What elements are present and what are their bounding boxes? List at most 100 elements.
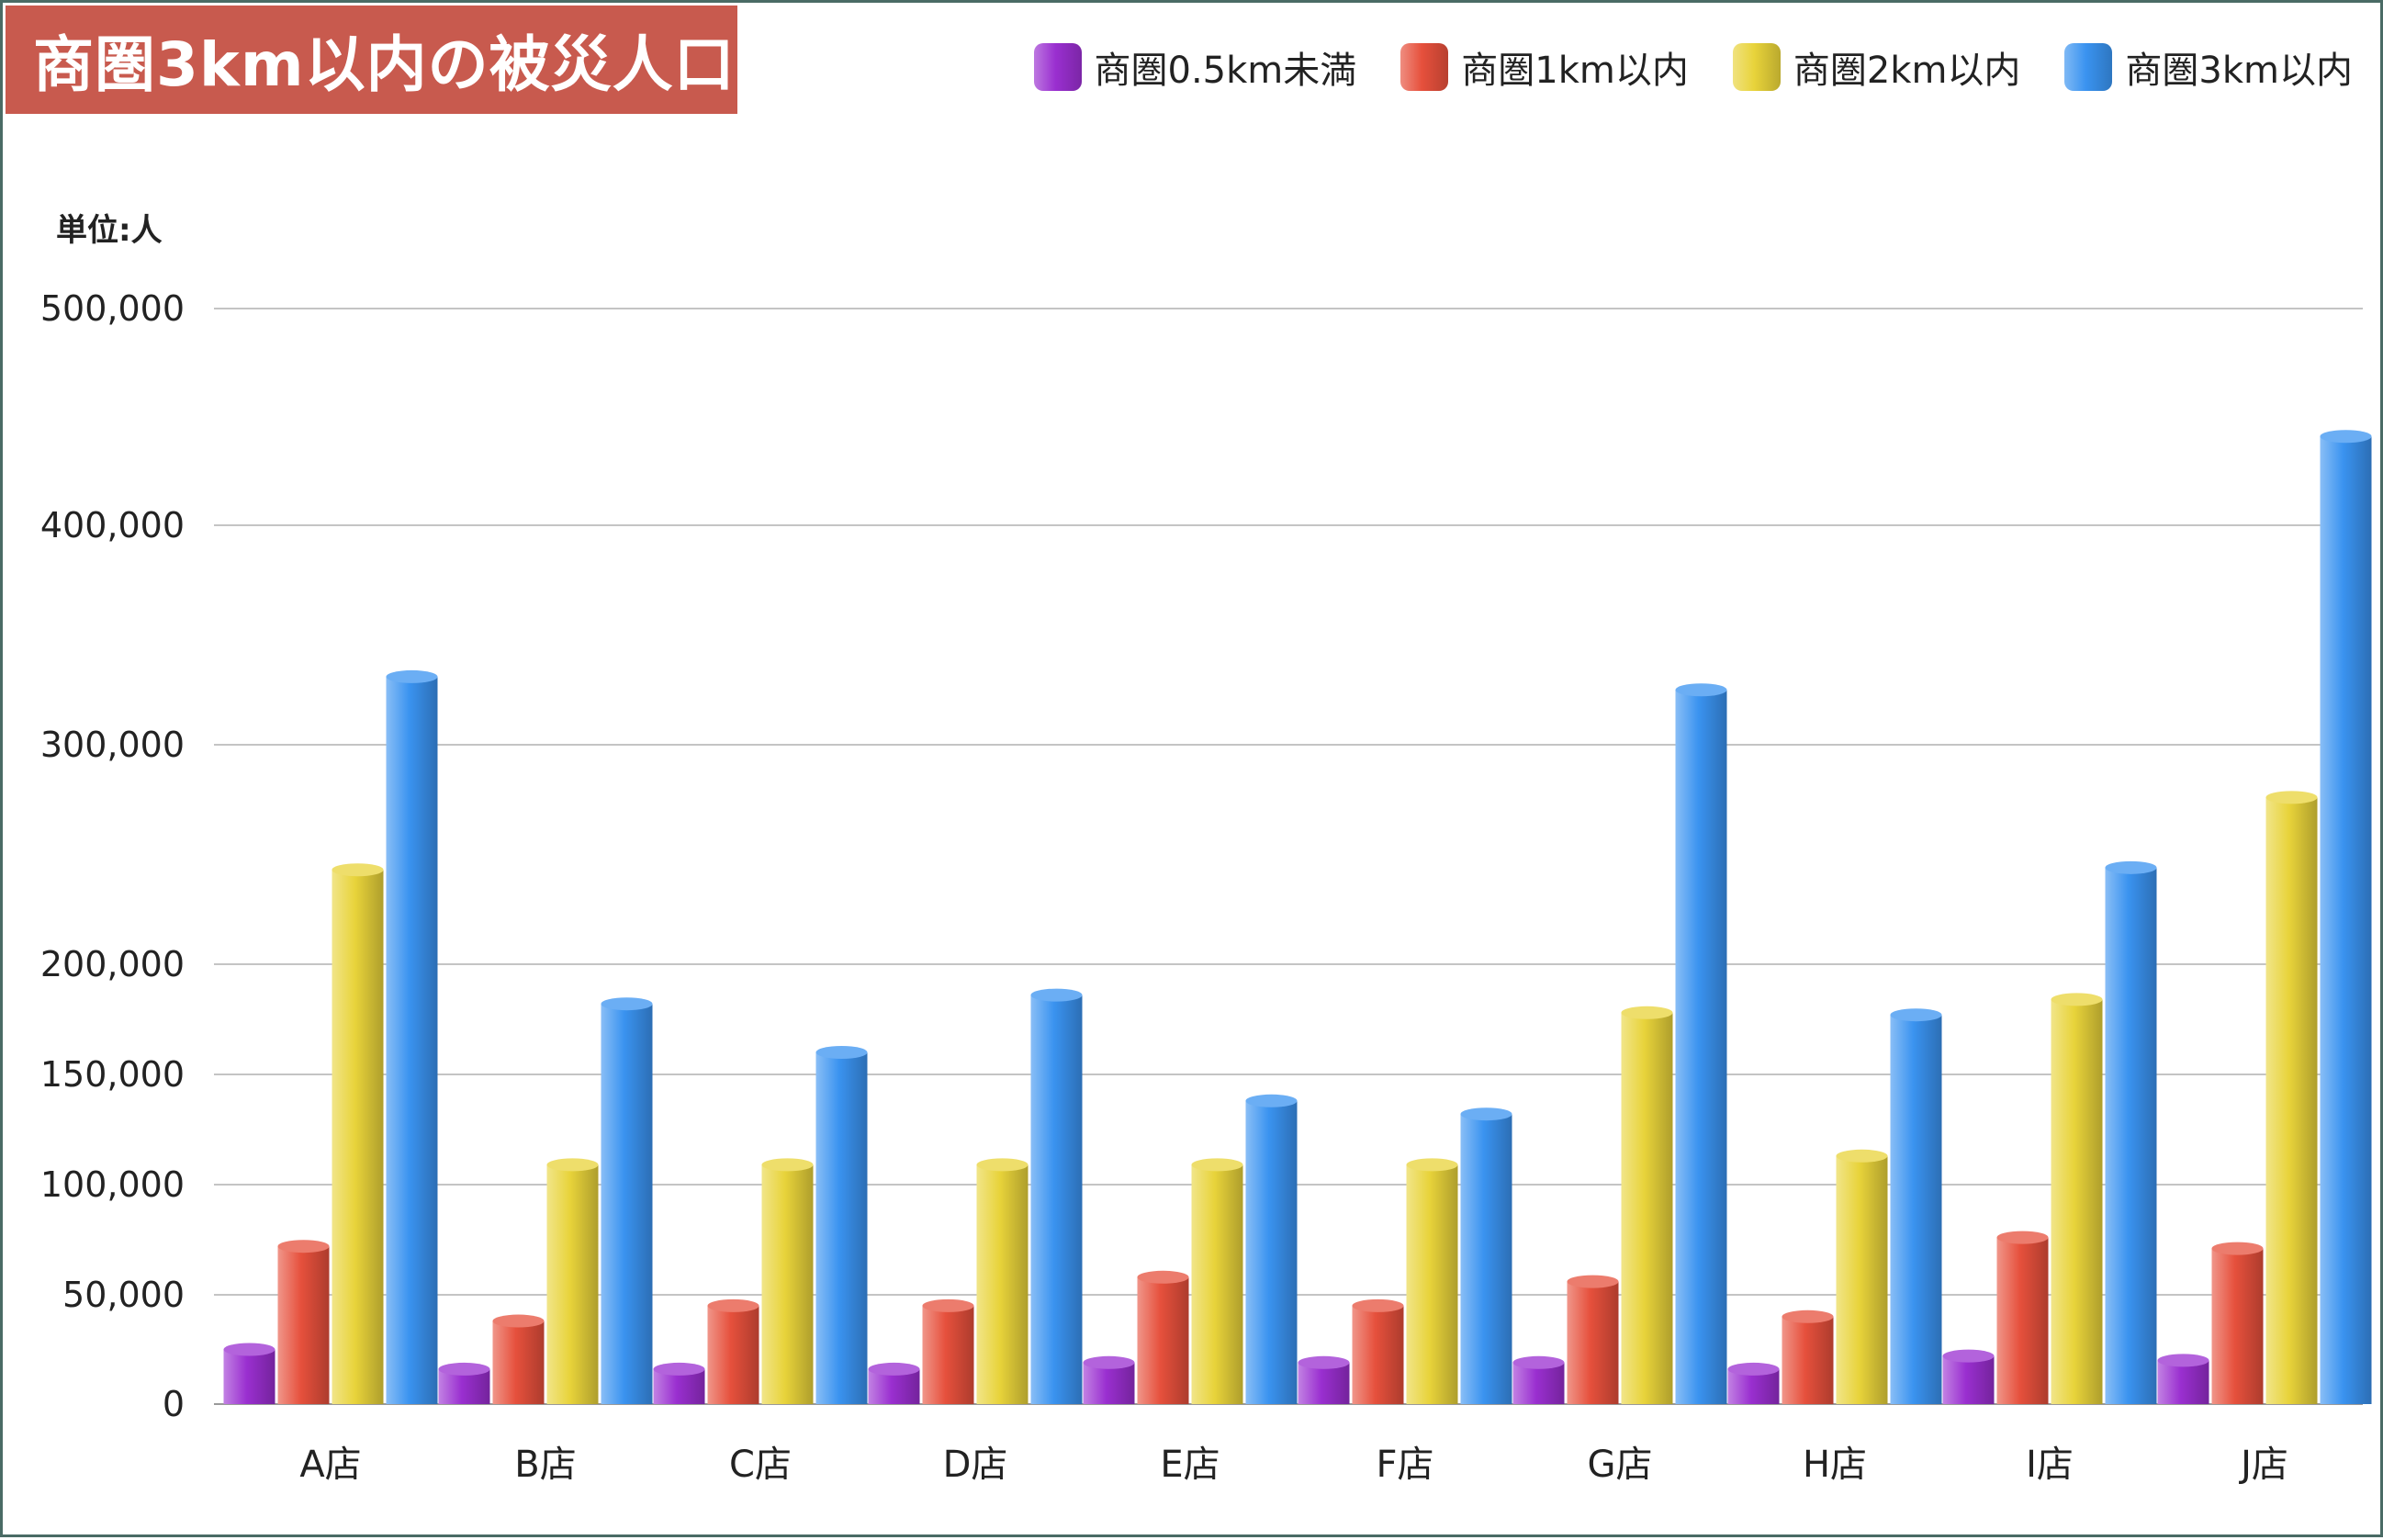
bar-cap <box>1460 1107 1512 1121</box>
bar-cap <box>1298 1355 1350 1369</box>
legend-label-1km: 商圏1km以内 <box>1461 50 1689 92</box>
bar <box>1996 1237 2049 1404</box>
x-tick-label: G店 <box>1588 1444 1653 1486</box>
bar <box>1030 995 1083 1404</box>
bar-cap <box>868 1362 920 1376</box>
bar <box>815 1052 868 1404</box>
x-tick-label: I店 <box>2026 1444 2074 1486</box>
bar <box>761 1164 814 1404</box>
legend: 商圏0.5km未満 商圏1km以内 商圏2km以内 商圏3km以内 <box>1033 30 2353 104</box>
bar <box>601 1004 653 1404</box>
bar-cap <box>1567 1275 1619 1288</box>
bar <box>546 1164 599 1404</box>
bar-cap <box>815 1046 868 1059</box>
legend-swatch-3km <box>2064 43 2113 91</box>
bar-cap <box>1621 1006 1673 1019</box>
bar-cap <box>1782 1310 1834 1323</box>
bar-cap <box>2105 860 2157 874</box>
bar-cap <box>2157 1354 2209 1367</box>
bar <box>2211 1248 2264 1404</box>
bar-cap <box>653 1362 705 1376</box>
bar <box>1191 1164 1243 1404</box>
bar-cap <box>223 1343 275 1356</box>
bar <box>1621 1012 1673 1404</box>
y-tick-label: 300,000 <box>40 725 185 765</box>
bar <box>2051 999 2103 1404</box>
bar-cap <box>1245 1094 1298 1107</box>
y-tick-label: 150,000 <box>40 1054 185 1095</box>
bar-cap <box>492 1314 545 1328</box>
bar <box>1083 1362 1135 1404</box>
bar-cap <box>1836 1149 1888 1163</box>
bar <box>332 870 384 1404</box>
bar <box>1782 1316 1834 1404</box>
legend-item-3km: 商圏3km以内 <box>2064 40 2353 94</box>
bar-cap <box>277 1240 330 1253</box>
bar-cap <box>2265 791 2318 804</box>
y-tick-label: 100,000 <box>40 1164 185 1205</box>
legend-swatch-0-5km <box>1033 43 1082 91</box>
y-tick-label: 0 <box>163 1384 185 1424</box>
bar-cap <box>2051 993 2103 1006</box>
bar <box>492 1321 545 1404</box>
bar <box>922 1305 974 1404</box>
bar-cap <box>1512 1355 1565 1369</box>
y-tick-label: 500,000 <box>40 288 185 329</box>
bar-chart: 0 50,000 100,000 150,000 200,000 300,000 400,0… <box>40 288 2372 1486</box>
x-tick-label: D店 <box>943 1444 1008 1486</box>
bar <box>1245 1100 1298 1404</box>
bar <box>223 1349 275 1404</box>
bar <box>2320 436 2372 1404</box>
bar <box>1890 1015 1942 1404</box>
bar-cap <box>2320 430 2372 444</box>
x-tick-label: A店 <box>299 1444 361 1486</box>
bar-cap <box>761 1158 814 1172</box>
legend-item-0-5km: 商圏0.5km未満 <box>1033 40 1357 94</box>
bar <box>1567 1281 1619 1404</box>
bar-cap <box>386 669 438 683</box>
bar <box>1836 1155 1888 1404</box>
bar <box>2265 797 2318 1404</box>
y-tick-label: 400,000 <box>40 505 185 545</box>
chart-title: 商圏3km以内の被災人口 <box>6 6 737 114</box>
bar <box>277 1246 330 1404</box>
bar <box>386 676 438 1404</box>
bar <box>2105 867 2157 1404</box>
bar-cap <box>976 1158 1029 1172</box>
bar-cap <box>601 997 653 1011</box>
bar-cap <box>332 863 384 877</box>
bar-cap <box>707 1298 759 1312</box>
bar-cap <box>1942 1349 1995 1363</box>
x-tick-label: C店 <box>729 1444 792 1486</box>
bar <box>1460 1114 1512 1404</box>
y-tick-label: 200,000 <box>40 944 185 984</box>
bar <box>707 1305 759 1404</box>
bar <box>1512 1362 1565 1404</box>
bar-cap <box>1137 1270 1189 1284</box>
legend-label-3km: 商圏3km以内 <box>2125 50 2353 92</box>
bar <box>1137 1276 1189 1404</box>
bar-cap <box>438 1362 490 1376</box>
x-tick-label: J店 <box>2238 1444 2288 1486</box>
x-tick-label: B店 <box>514 1444 576 1486</box>
bar-cap <box>2211 1242 2264 1255</box>
bar <box>1942 1355 1995 1404</box>
legend-item-1km: 商圏1km以内 <box>1400 40 1689 94</box>
bar-cap <box>1191 1158 1243 1172</box>
bar <box>1352 1305 1404 1404</box>
x-tick-label: E店 <box>1160 1444 1220 1486</box>
x-tick-label: F店 <box>1376 1444 1433 1486</box>
bar-cap <box>546 1158 599 1172</box>
x-tick-label: H店 <box>1803 1444 1867 1486</box>
bar <box>976 1164 1029 1404</box>
bar-cap <box>1030 988 1083 1002</box>
legend-swatch-1km <box>1400 43 1449 91</box>
bar-cap <box>1406 1158 1458 1172</box>
bar-cap <box>1727 1362 1780 1376</box>
legend-swatch-2km <box>1732 43 1781 91</box>
legend-label-0-5km: 商圏0.5km未満 <box>1094 50 1357 92</box>
bar-cap <box>1352 1298 1404 1312</box>
bar <box>1406 1164 1458 1404</box>
bar-cap <box>922 1298 974 1312</box>
